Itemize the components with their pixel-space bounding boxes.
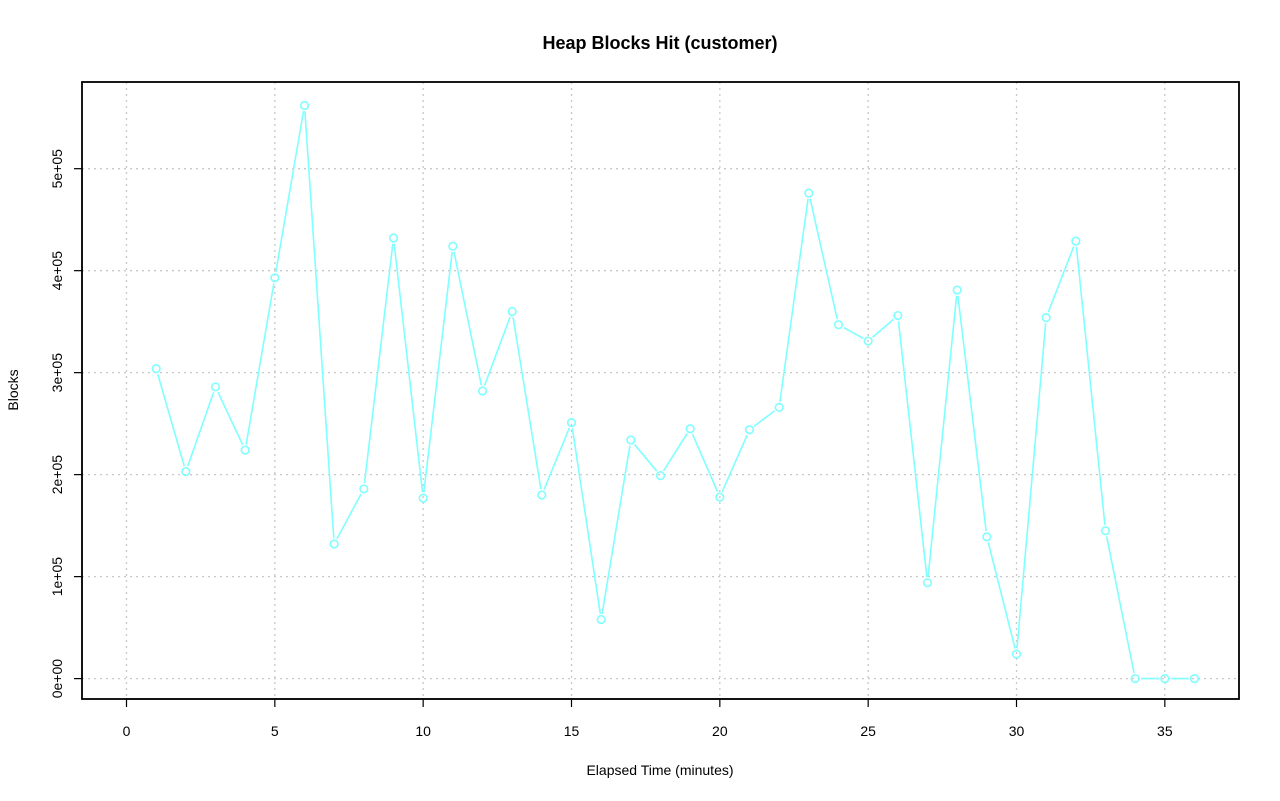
series-line-segment xyxy=(363,243,394,484)
series-line-segment xyxy=(571,428,602,614)
data-point xyxy=(537,490,547,500)
x-tick-label: 30 xyxy=(1009,723,1025,739)
series-line-segment xyxy=(897,321,928,578)
data-point xyxy=(270,273,280,283)
plot-area-border xyxy=(81,81,1240,700)
data-point xyxy=(982,532,992,542)
data-point xyxy=(833,320,844,330)
x-tick-label: 10 xyxy=(415,723,431,739)
data-point xyxy=(299,100,310,111)
axes: 0 5 10 15 20 25 30 35 0e+00 1e+05 2e+05 3e+05 4e+05 5… xyxy=(49,149,1173,739)
data-point xyxy=(893,310,903,321)
series-line-segment xyxy=(483,316,511,386)
data-point xyxy=(151,363,161,374)
series-line-segment xyxy=(987,542,1016,649)
data-point xyxy=(448,241,458,251)
series-line-segment xyxy=(809,198,839,320)
grid xyxy=(82,82,1239,699)
data-point xyxy=(1189,674,1200,684)
data-point xyxy=(1071,236,1081,246)
data-point xyxy=(1100,526,1111,536)
data-point xyxy=(655,471,666,481)
series-line-segment xyxy=(843,326,864,339)
series-line-segment xyxy=(601,445,631,614)
data-point xyxy=(952,285,962,295)
data-point xyxy=(388,233,399,243)
series-line-segment xyxy=(1016,323,1047,649)
data-point xyxy=(329,539,339,549)
data-point xyxy=(359,484,369,494)
data-point xyxy=(863,336,873,346)
data-series xyxy=(151,100,1200,684)
x-axis-label: Elapsed Time (minutes) xyxy=(586,762,733,778)
data-point xyxy=(418,493,428,503)
data-point xyxy=(685,424,695,434)
chart-title: Heap Blocks Hit (customer) xyxy=(542,33,777,53)
series-line-segment xyxy=(721,434,748,493)
data-point xyxy=(626,435,636,445)
data-point xyxy=(744,425,755,435)
data-point xyxy=(477,386,488,396)
series-line-segment xyxy=(1047,246,1075,313)
series-line-segment xyxy=(927,295,958,578)
data-point xyxy=(181,466,191,477)
series-line-segment xyxy=(336,493,362,540)
series-line-segment xyxy=(304,111,335,539)
data-point xyxy=(922,578,933,588)
series-line-segment xyxy=(1105,536,1135,674)
data-point xyxy=(774,402,784,412)
y-tick-label: 4e+05 xyxy=(49,251,65,291)
y-tick-label: 1e+05 xyxy=(49,557,65,597)
y-tick-label: 3e+05 xyxy=(49,353,65,393)
data-point xyxy=(715,492,725,502)
series-line-segment xyxy=(633,443,658,472)
x-tick-label: 0 xyxy=(123,723,131,739)
series-line-segment xyxy=(543,427,571,490)
series-line-segment xyxy=(512,317,542,490)
data-point xyxy=(804,188,814,198)
data-point xyxy=(240,445,250,455)
x-tick-label: 35 xyxy=(1157,723,1173,739)
data-point xyxy=(566,418,577,428)
series-line-segment xyxy=(779,198,809,402)
series-line-segment xyxy=(1075,246,1106,526)
y-tick-label: 0e+00 xyxy=(49,659,65,699)
data-point xyxy=(1130,674,1140,684)
series-line-segment xyxy=(186,392,215,467)
x-tick-label: 15 xyxy=(564,723,580,739)
y-axis-label: Blocks xyxy=(5,369,21,410)
series-line-segment xyxy=(423,251,453,493)
data-point xyxy=(1041,312,1051,323)
x-tick-label: 25 xyxy=(860,723,876,739)
x-tick-label: 20 xyxy=(712,723,728,739)
data-point xyxy=(210,382,221,392)
series-line-segment xyxy=(393,243,424,493)
data-point xyxy=(596,614,606,625)
y-tick-label: 2e+05 xyxy=(49,455,65,495)
series-line-segment xyxy=(157,373,185,467)
series-line-segment xyxy=(453,251,483,386)
series-line-segment xyxy=(245,283,275,445)
series-line-segment xyxy=(753,410,776,427)
data-point xyxy=(1011,649,1022,659)
series-line-segment xyxy=(662,433,688,472)
series-line-segment xyxy=(957,295,987,532)
series-line-segment xyxy=(217,391,244,446)
data-point xyxy=(507,306,517,317)
data-point xyxy=(1160,674,1170,684)
series-line-segment xyxy=(691,433,719,493)
y-tick-label: 5e+05 xyxy=(49,149,65,189)
series-line-segment xyxy=(872,318,894,338)
x-tick-label: 5 xyxy=(271,723,279,739)
series-line-segment xyxy=(275,111,305,273)
